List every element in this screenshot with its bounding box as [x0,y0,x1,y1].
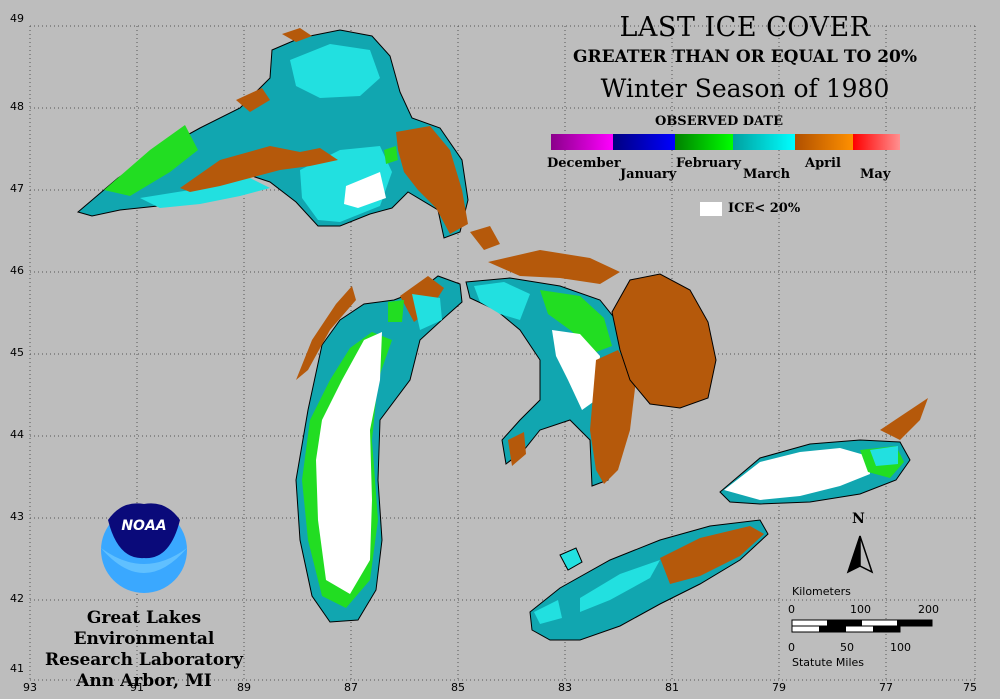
scale-mi-label: Statute Miles [792,656,864,669]
lat-tick: 49 [10,12,24,25]
legend-swatch-march [733,134,795,150]
lake-ontario [719,398,928,505]
north-label: N [852,511,865,527]
lake-michigan [295,275,463,623]
legend-color-bar [551,134,900,150]
legend-label-may: May [860,167,891,182]
legend-label-january: January [620,167,677,182]
lon-tick: 85 [451,681,465,694]
map-subtitle: GREATER THAN OR EQUAL TO 20% [572,47,918,67]
lat-tick: 44 [10,428,24,441]
lon-tick: 89 [237,681,251,694]
scale-km-label: Kilometers [792,585,851,598]
lon-tick: 83 [558,681,572,694]
lake-erie [529,519,769,641]
institution-line-1: Great Lakes Environmental [73,608,215,649]
lat-tick: 41 [10,662,24,675]
legend-swatch-may [853,134,900,150]
legend-label-april: April [805,156,841,171]
legend-swatch-april [795,134,853,150]
lon-tick: 75 [963,681,977,694]
noaa-logo-text: NOAA [121,518,167,534]
lat-tick: 42 [10,592,24,605]
no-ice-swatch [700,202,722,216]
lat-tick: 45 [10,346,24,359]
institution-credit: Great Lakes Environmental Research Labor… [28,608,260,692]
institution-line-2: Research Laboratory [44,650,244,670]
season-label: Winter Season of 1980 [600,74,890,103]
legend-label-february: February [676,156,742,171]
lake-huron [465,226,717,487]
lon-tick: 77 [879,681,893,694]
lake-superior [76,28,469,239]
legend-label-december: December [547,156,621,171]
scale-km-tick: 0 [788,603,795,616]
legend-swatch-december [551,134,613,150]
lat-tick: 47 [10,182,24,195]
scale-mi-tick: 100 [890,641,911,654]
scale-km-tick: 200 [918,603,939,616]
noaa-logo [101,503,187,593]
legend-swatch-february [675,134,733,150]
lon-tick: 87 [344,681,358,694]
legend-heading: OBSERVED DATE [655,114,783,129]
scale-mi-tick: 50 [840,641,854,654]
no-ice-label: ICE< 20% [728,201,801,216]
legend-label-march: March [743,167,791,182]
lat-tick: 46 [10,264,24,277]
map-title: LAST ICE COVER [619,12,871,43]
legend-swatch-january [613,134,675,150]
scale-mi-tick: 0 [788,641,795,654]
scale-km-tick: 100 [850,603,871,616]
lon-tick: 93 [23,681,37,694]
lon-tick: 91 [130,681,144,694]
lake-st-clair [559,547,583,571]
lon-tick: 79 [772,681,786,694]
institution-line-3: Ann Arbor, MI [76,671,212,691]
lon-tick: 81 [665,681,679,694]
north-arrow [846,535,874,574]
lat-tick: 48 [10,100,24,113]
scale-bar [791,619,933,633]
lat-tick: 43 [10,510,24,523]
